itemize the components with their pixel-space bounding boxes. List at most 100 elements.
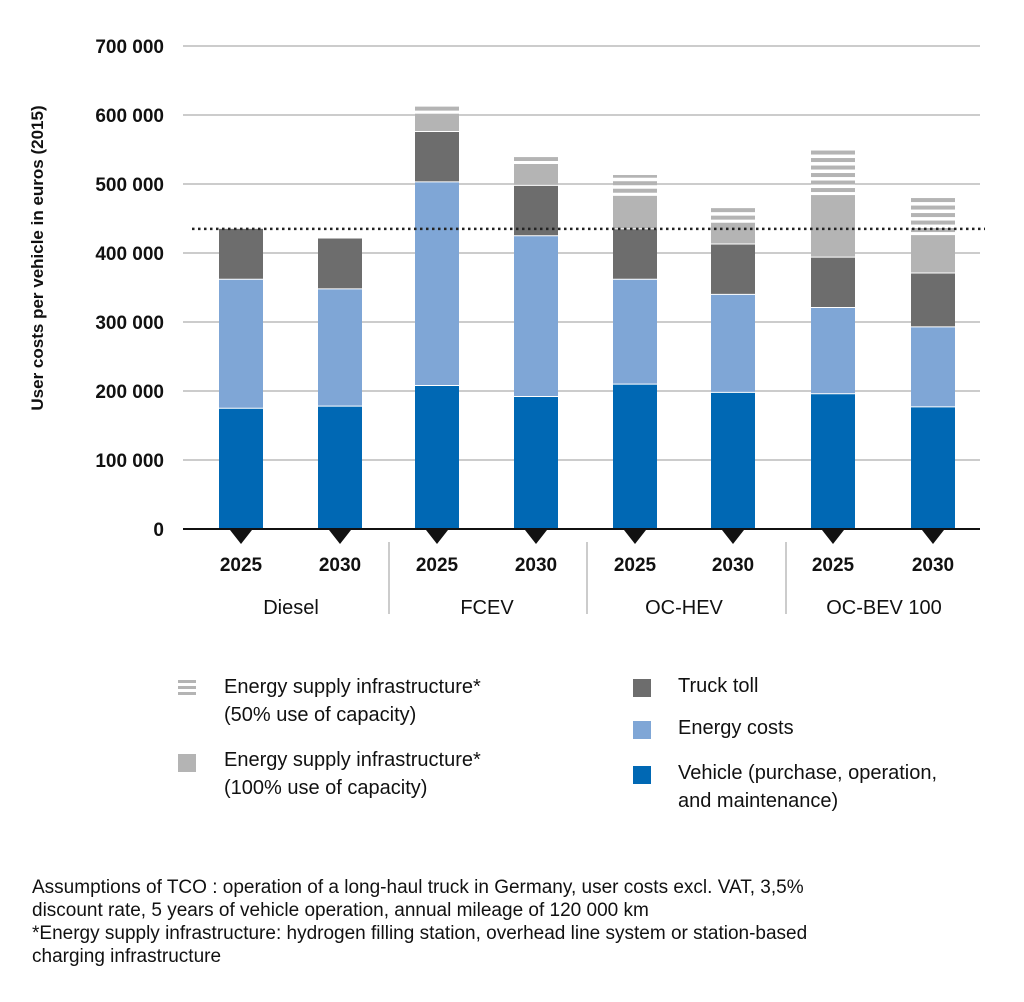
y-tick-label: 0 (153, 520, 164, 541)
tick-marker (426, 530, 448, 544)
bar-segment-infra50-base (711, 204, 755, 223)
legend-label-energy: Energy costs (678, 717, 794, 739)
legend-swatch-infra100 (178, 754, 196, 772)
y-tick-label: 200 000 (95, 382, 164, 403)
bar-segment-toll (514, 185, 558, 236)
bar-segment-infra50-stripe (911, 198, 955, 203)
bar-segment-energy (318, 288, 362, 407)
bar-segment-infra100 (711, 222, 755, 245)
bar-segment-infra50-stripe (613, 181, 657, 186)
x-tick-label: 2025 (220, 555, 263, 576)
bar-segment-infra100 (811, 195, 855, 258)
group-label: Diesel (263, 597, 319, 619)
bar-segment-vehicle (318, 406, 362, 529)
legend-swatch-vehicle (633, 766, 651, 784)
y-tick-label: 600 000 (95, 106, 164, 127)
y-tick-label: 500 000 (95, 175, 164, 196)
bar-segment-infra50-stripe (711, 215, 755, 220)
bar-segment-vehicle (911, 406, 955, 529)
bar-segment-toll (613, 228, 657, 280)
tick-marker (624, 530, 646, 544)
footnote-line-3: *Energy supply infrastructure: hydrogen … (32, 923, 808, 944)
legend-label-vehicle-line1: Vehicle (purchase, operation, (678, 762, 938, 784)
bar-segment-energy (415, 181, 459, 386)
footnote: Assumptions of TCO : operation of a long… (32, 876, 1002, 968)
bar-segment-infra100 (415, 113, 459, 132)
x-tick-label: 2025 (812, 555, 855, 576)
group-label: OC-BEV 100 (826, 597, 942, 619)
bar-segment-infra50-stripe (811, 165, 855, 170)
bar-segment-infra50-stripe (911, 228, 955, 233)
legend-swatch-toll (633, 679, 651, 697)
group-label: FCEV (460, 597, 514, 619)
bar-segment-infra50-stripe (514, 157, 558, 161)
bar-segment-infra50-stripe (911, 205, 955, 210)
tick-marker (525, 530, 547, 544)
bar-segment-energy (514, 235, 558, 397)
legend-label-vehicle-line2: and maintenance) (678, 790, 839, 812)
bar-segment-infra50 (811, 150, 855, 196)
footnote-line-4: charging infrastructure (32, 946, 222, 967)
y-tick-label: 100 000 (95, 451, 164, 472)
bar-segment-vehicle (514, 396, 558, 529)
grid-lines (183, 45, 980, 461)
x-tick-label: 2025 (416, 555, 459, 576)
legend-label-infra50-line2: (50% use of capacity) (224, 704, 417, 726)
bar-segment-infra100 (514, 163, 558, 186)
bar-segment-vehicle (219, 408, 263, 529)
tick-marker (722, 530, 744, 544)
legend-label-toll: Truck toll (678, 675, 759, 697)
legend-label-infra50-line1: Energy supply infrastructure* (224, 676, 481, 698)
bar-segment-infra100 (911, 235, 955, 274)
bar-segment-energy (911, 326, 955, 407)
bar-segment-energy (219, 279, 263, 409)
bar-segment-infra50 (415, 104, 459, 114)
bar-segment-vehicle (613, 384, 657, 529)
bar-segment-infra50-stripe (811, 173, 855, 178)
bar-segment-energy (811, 307, 855, 394)
legend-label-infra100-line1: Energy supply infrastructure* (224, 749, 481, 771)
axes: 0 100 000 200 000 300 000 400 000 500 000 600 … (95, 37, 980, 619)
bar-segment-vehicle (711, 392, 755, 529)
bar-segment-toll (811, 257, 855, 308)
y-tick-label: 300 000 (95, 313, 164, 334)
bars (219, 104, 955, 529)
bar-segment-toll (911, 273, 955, 327)
bar-segment-infra50-stripe (613, 188, 657, 193)
x-tick-label: 2030 (712, 555, 754, 576)
bar-segment-infra100 (613, 195, 657, 229)
tick-marker (822, 530, 844, 544)
group-label: OC-HEV (645, 597, 723, 619)
bar-segment-infra50-stripe (911, 220, 955, 225)
bar-segment-toll (711, 244, 755, 295)
bar-segment-infra50 (613, 175, 657, 196)
bar-segment-vehicle (415, 385, 459, 529)
bar-segment-infra50-stripe (811, 180, 855, 185)
tick-marker (922, 530, 944, 544)
bar-segment-infra50-base (811, 150, 855, 196)
bar-segment-infra50-stripe (711, 208, 755, 213)
y-tick-label: 400 000 (95, 244, 164, 265)
bar-segment-infra50 (711, 204, 755, 223)
bar-segment-infra50-stripe (811, 150, 855, 155)
y-axis-label: User costs per vehicle in euros (2015) (28, 105, 47, 410)
bar-segment-infra50-stripe (415, 106, 459, 111)
x-tick-label: 2030 (912, 555, 954, 576)
bar-segment-infra50-stripe (911, 213, 955, 218)
stacked-bar-chart: 0 100 000 200 000 300 000 400 000 500 000 600 … (28, 37, 985, 619)
bar-segment-energy (613, 279, 657, 385)
footnote-line-1: Assumptions of TCO : operation of a long… (32, 877, 804, 898)
footnote-line-2: discount rate, 5 years of vehicle operat… (32, 900, 649, 921)
bar-segment-toll (415, 131, 459, 182)
bar-segment-infra50-stripe (811, 188, 855, 193)
tick-marker (230, 530, 252, 544)
tick-marker (329, 530, 351, 544)
bar-segment-infra50 (514, 157, 558, 164)
bar-segment-energy (711, 294, 755, 393)
x-tick-label: 2025 (614, 555, 657, 576)
bar-segment-vehicle (811, 393, 855, 529)
y-tick-label: 700 000 (95, 37, 164, 58)
legend-swatch-energy (633, 721, 651, 739)
legend-label-infra100-line2: (100% use of capacity) (224, 777, 428, 799)
bar-segment-infra50-stripe (811, 158, 855, 163)
